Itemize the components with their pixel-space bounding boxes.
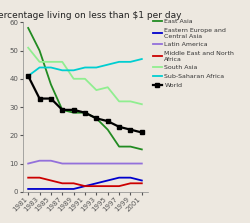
- Text: Percentage living on less than $1 per day: Percentage living on less than $1 per da…: [0, 11, 182, 20]
- Legend: East Asia, Eastern Europe and
Central Asia, Latin America, Middle East and North: East Asia, Eastern Europe and Central As…: [152, 19, 234, 88]
